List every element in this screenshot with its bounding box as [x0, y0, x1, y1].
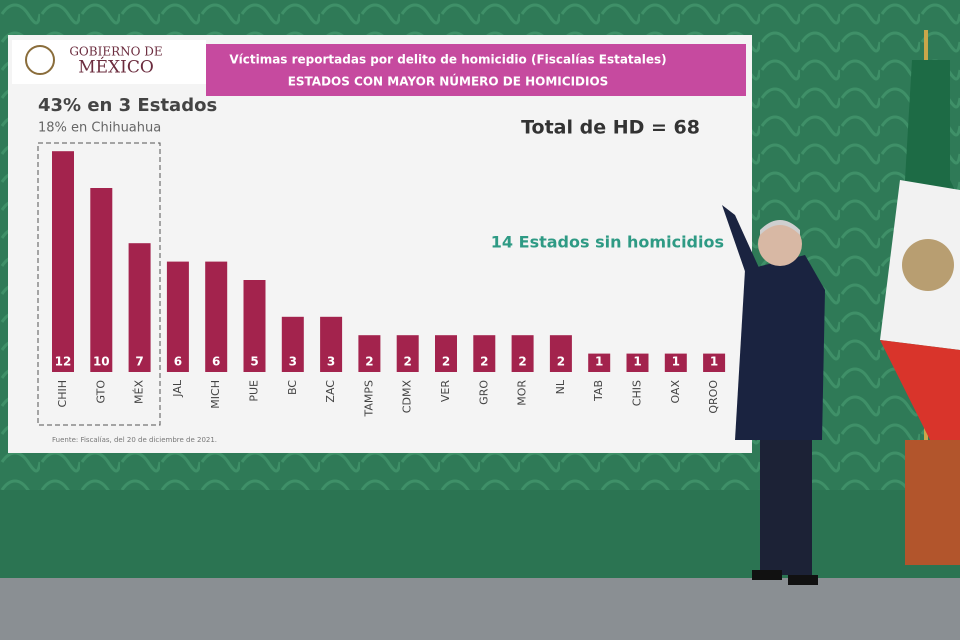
- bar: [626, 353, 649, 372]
- person-shoe: [752, 570, 782, 580]
- bar: [396, 335, 419, 372]
- x-tick-label: CHIS: [631, 380, 644, 406]
- flag-red: [880, 340, 960, 445]
- value-label: 3: [289, 355, 297, 369]
- bar: [320, 316, 343, 372]
- note: 14 Estados sin homicidios: [491, 233, 724, 252]
- x-tick-label: QROO: [707, 380, 720, 414]
- logo-emblem: [25, 45, 55, 75]
- x-tick-label: TAMPS: [362, 380, 375, 418]
- value-label: 1: [710, 355, 718, 369]
- value-label: 2: [404, 355, 412, 369]
- highlight-box: [37, 142, 161, 426]
- person-arm: [722, 205, 760, 280]
- value-label: 3: [327, 355, 335, 369]
- value-label: 1: [633, 355, 641, 369]
- value-label: 6: [212, 355, 220, 369]
- logo-text: GOBIERNO DE: [69, 45, 162, 59]
- bar: [511, 335, 534, 372]
- bar: [281, 316, 304, 372]
- value-label: 1: [672, 355, 680, 369]
- x-tick-label: BC: [286, 380, 299, 395]
- person-hair: [760, 220, 800, 235]
- person-head: [758, 222, 802, 266]
- value-label: 2: [557, 355, 565, 369]
- x-tick-label: MICH: [209, 380, 222, 409]
- podium: [905, 440, 960, 565]
- x-tick-label: PUE: [248, 380, 261, 402]
- logo-text: MÉXICO: [78, 57, 154, 78]
- person-legs: [760, 440, 812, 575]
- x-tick-label: MOR: [516, 380, 529, 406]
- bar: [664, 353, 687, 372]
- highlight-note: 18% en Chihuahua: [38, 121, 161, 136]
- value-label: 10: [93, 355, 110, 369]
- wall-base: [0, 490, 960, 580]
- x-tick-label: OAX: [669, 380, 682, 404]
- value-label: 5: [250, 355, 258, 369]
- bar: [243, 280, 266, 372]
- value-label: 6: [174, 355, 182, 369]
- value-label: 1: [595, 355, 603, 369]
- x-tick-label: CDMX: [401, 380, 414, 414]
- chart-subtitle: ESTADOS CON MAYOR NÚMERO DE HOMICIDIOS: [288, 74, 609, 89]
- title-bar: [206, 44, 746, 96]
- value-label: 2: [442, 355, 450, 369]
- bar: [549, 335, 572, 372]
- person-coat: [735, 255, 825, 440]
- x-tick-label: VER: [439, 380, 452, 402]
- total: Total de HD = 68: [521, 117, 700, 139]
- chart-title: Víctimas reportadas por delito de homici…: [229, 53, 666, 67]
- person-shoe: [788, 575, 818, 585]
- x-tick-label: TAB: [592, 380, 605, 402]
- source: Fuente: Fiscalías, del 20 de diciembre d…: [52, 436, 217, 444]
- value-label: 2: [365, 355, 373, 369]
- bar: [473, 335, 496, 372]
- bar: [358, 335, 381, 372]
- value-label: 12: [55, 355, 72, 369]
- value-label: 2: [480, 355, 488, 369]
- highlight: 43% en 3 Estados: [38, 95, 217, 116]
- x-tick-label: NL: [554, 379, 567, 394]
- x-tick-label: GTO: [94, 380, 107, 404]
- bar: [703, 353, 726, 372]
- flag-emblem: [902, 239, 954, 291]
- x-tick-label: MÉX: [133, 380, 146, 404]
- value-label: 2: [518, 355, 526, 369]
- x-tick-label: ZAC: [324, 380, 337, 403]
- bar: [166, 261, 189, 372]
- x-tick-label: GRO: [477, 380, 490, 405]
- bar: [588, 353, 611, 372]
- bar: [205, 261, 228, 372]
- bar: [90, 188, 113, 372]
- value-label: 7: [135, 355, 143, 369]
- bar: [435, 335, 457, 372]
- x-tick-label: JAL: [171, 379, 184, 398]
- bar: [128, 243, 151, 372]
- floor: [0, 578, 960, 640]
- bar: [52, 151, 74, 372]
- x-tick-label: CHIH: [56, 380, 69, 407]
